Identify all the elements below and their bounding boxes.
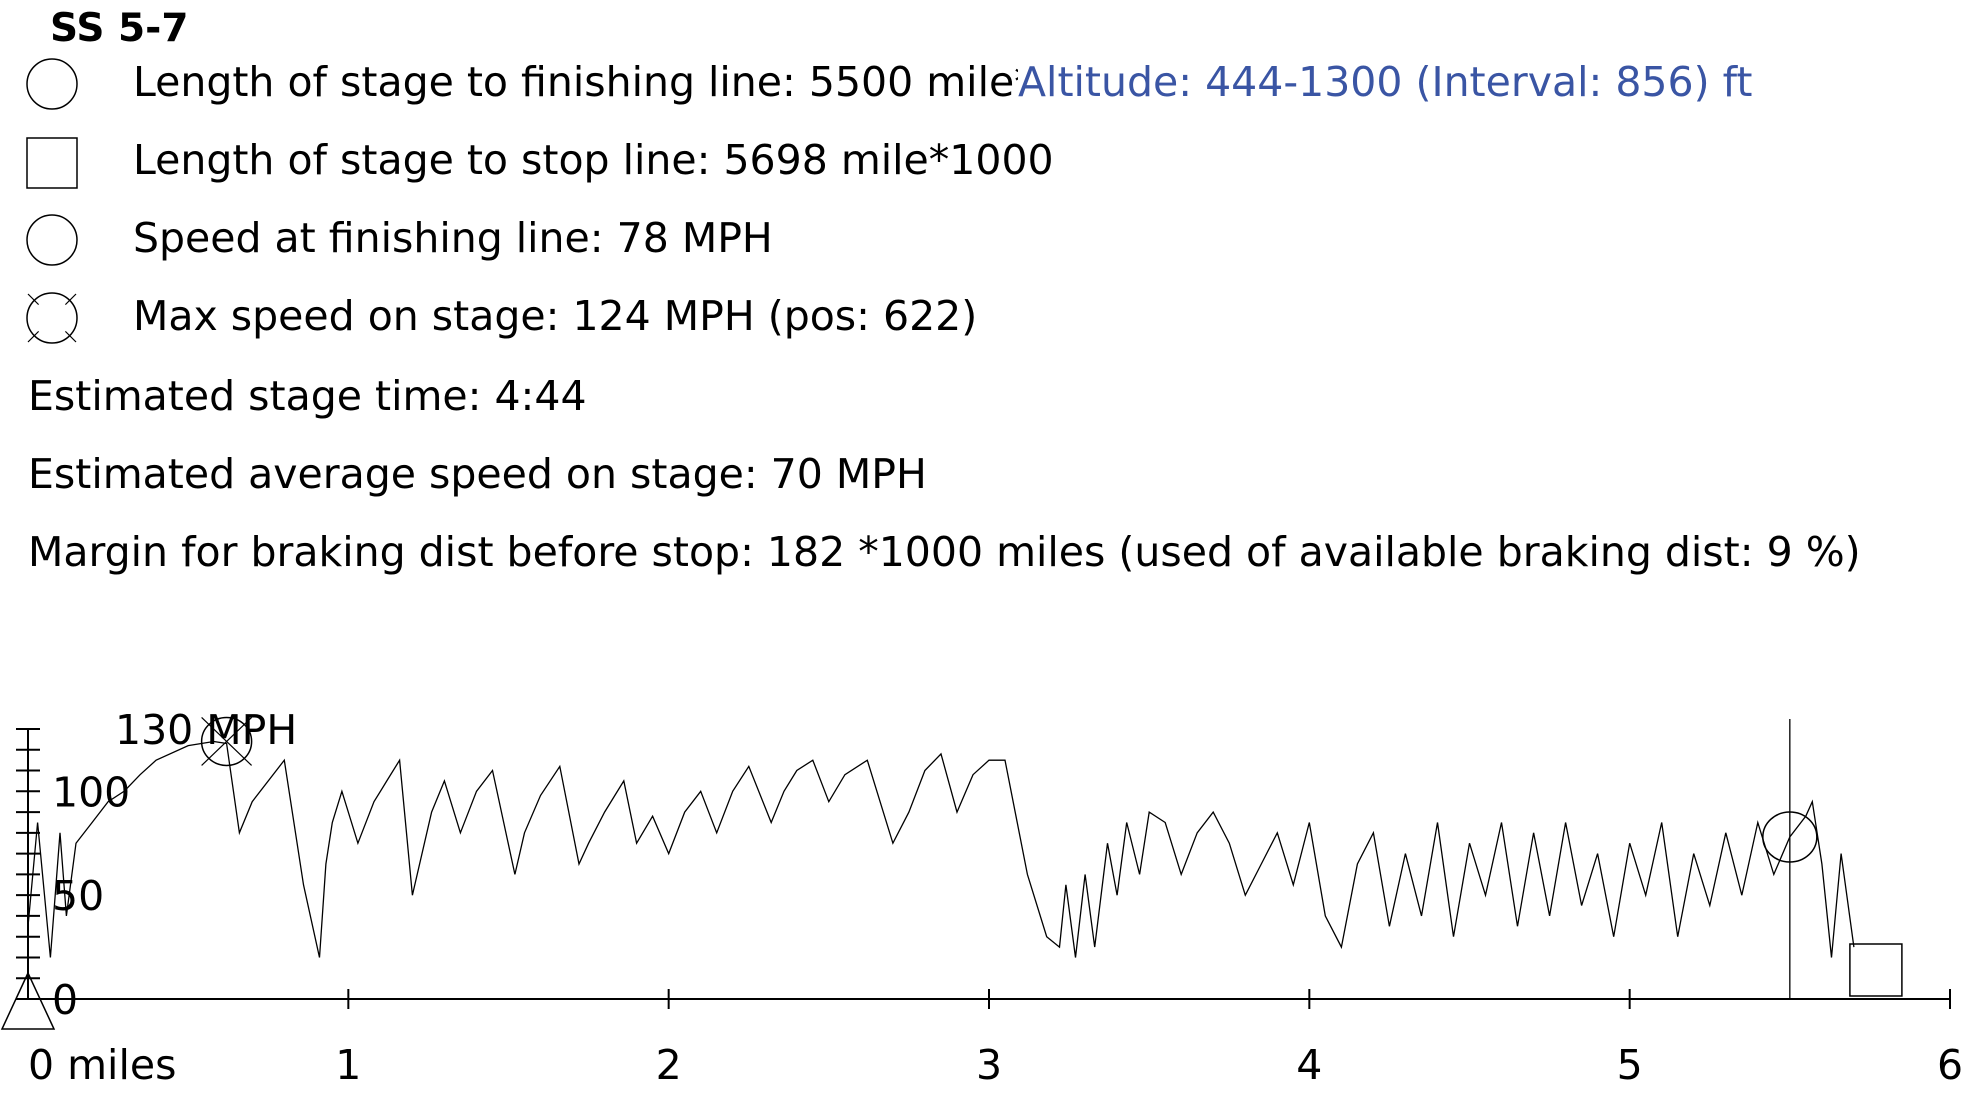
x-tick-label: 3 — [976, 1041, 1002, 1089]
circle-icon — [26, 214, 78, 266]
y-tick-label: 0 — [52, 976, 78, 1024]
y-tick-label: 130 MPH — [115, 706, 297, 754]
stage-title: SS 5-7 — [50, 6, 189, 51]
legend-label: Length of stage to finishing line: 5500 … — [133, 58, 1140, 106]
legend-label: Speed at finishing line: 78 MPH — [133, 214, 773, 262]
y-tick-label: 100 — [52, 768, 130, 816]
x-tick-label: 4 — [1296, 1041, 1322, 1089]
altitude-label: Altitude: 444-1300 (Interval: 856) ft — [1018, 58, 1757, 106]
circle-icon — [26, 58, 78, 110]
x-tick-label: 1 — [335, 1041, 361, 1089]
legend-label: Length of stage to stop line: 5698 mile*… — [133, 136, 1054, 184]
circle-cross-icon — [26, 292, 78, 344]
square-icon — [26, 137, 78, 189]
max-speed-cross-line — [201, 717, 253, 766]
braking-margin: Margin for braking dist before stop: 182… — [28, 528, 1861, 576]
x-tick-label: 5 — [1617, 1041, 1643, 1089]
x-tick-label: 2 — [656, 1041, 682, 1089]
stage-time: Estimated stage time: 4:44 — [28, 372, 587, 420]
start-triangle-icon — [0, 971, 56, 1030]
average-speed: Estimated average speed on stage: 70 MPH — [28, 450, 927, 498]
x-tick-label: 0 miles — [28, 1041, 176, 1089]
speed-series-line — [27, 740, 1855, 958]
stop-square-icon — [1849, 943, 1903, 997]
max-speed-circle-icon — [200, 716, 253, 767]
legend-label: Max speed on stage: 124 MPH (pos: 622) — [133, 292, 978, 340]
finish-speed-circle-icon — [1762, 811, 1818, 863]
y-tick-label: 50 — [52, 872, 104, 920]
x-tick-label: 6 — [1937, 1041, 1963, 1089]
